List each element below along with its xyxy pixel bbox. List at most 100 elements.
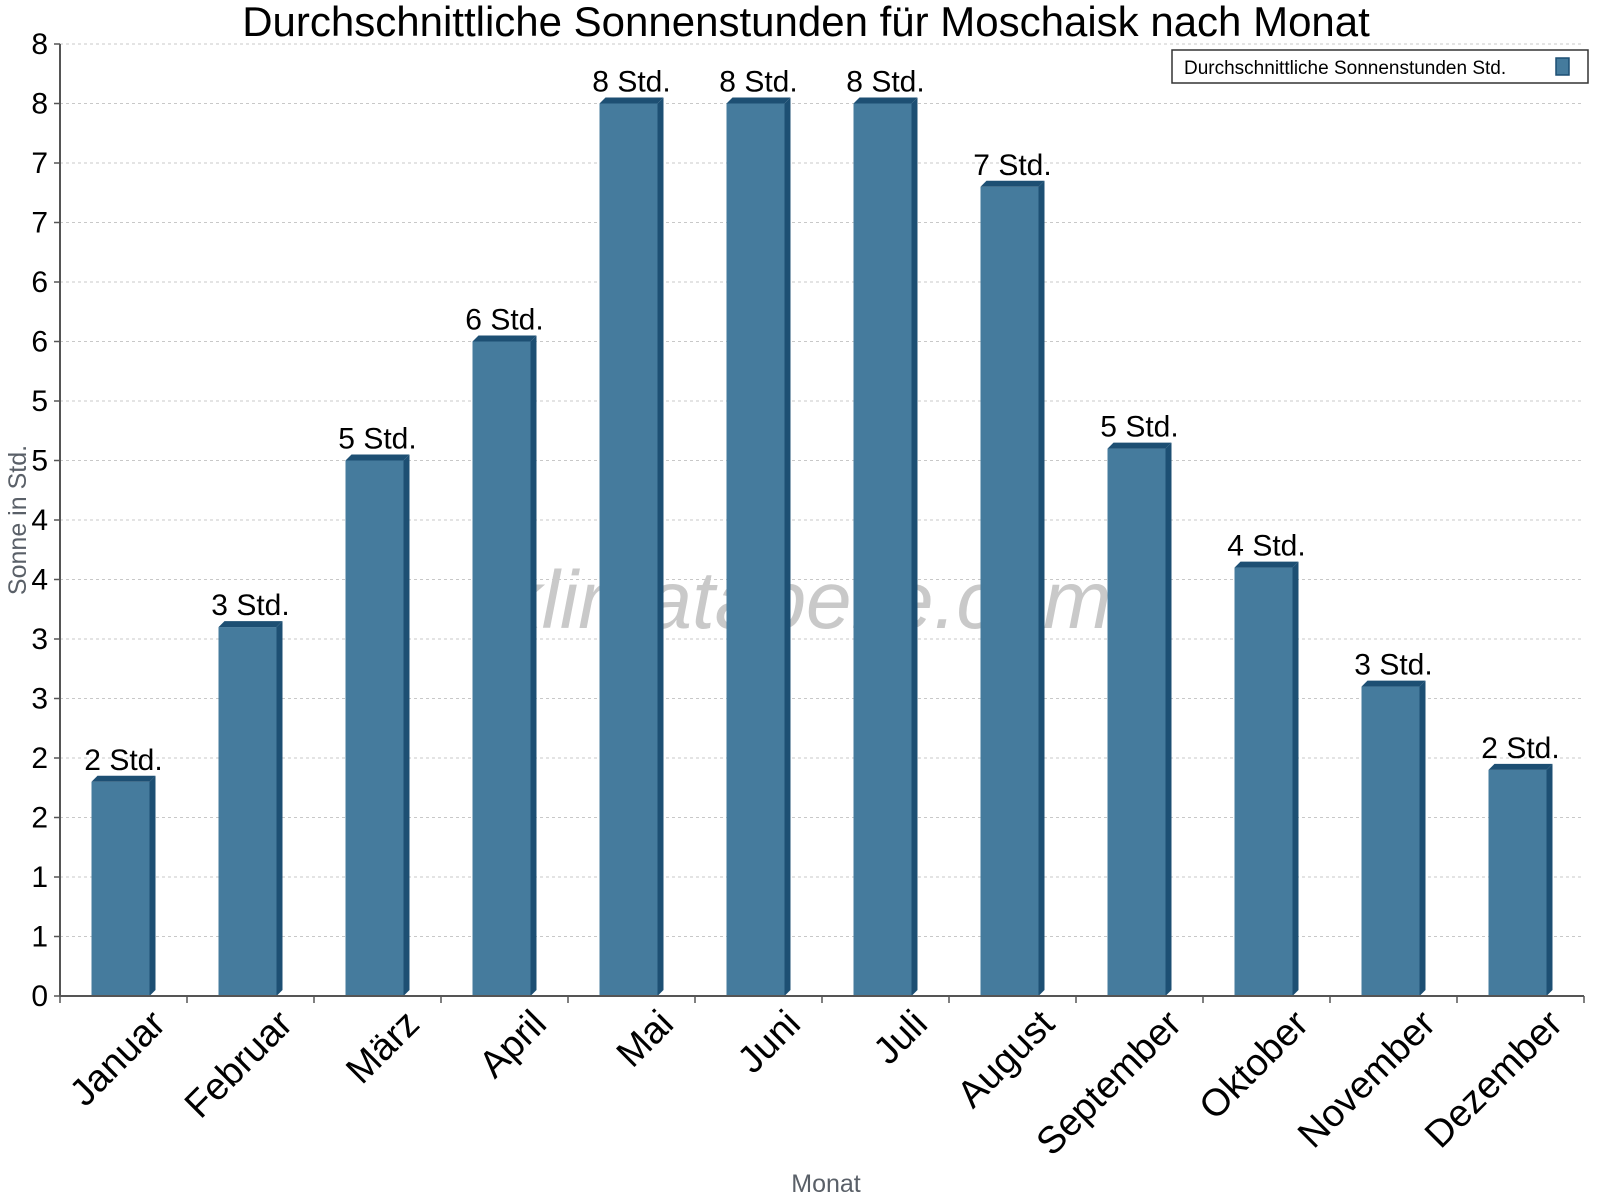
x-tick-label: November: [1290, 1002, 1444, 1156]
y-tick-label: 1: [31, 921, 48, 954]
bar-side: [784, 97, 791, 996]
bar-side: [1292, 561, 1299, 996]
y-tick-label: 1: [31, 861, 48, 894]
data-label: 2 Std.: [84, 744, 162, 777]
bars: [91, 97, 1553, 997]
bar-8: [980, 180, 1045, 997]
bar-top: [1107, 442, 1172, 449]
bar-side: [276, 621, 283, 996]
data-label: 6 Std.: [465, 304, 543, 337]
bar-5: [599, 97, 664, 996]
bar-face: [1107, 448, 1166, 997]
bar-side: [530, 335, 537, 996]
data-label: 8 Std.: [846, 66, 924, 99]
y-tick-label: 3: [31, 623, 48, 656]
y-tick-label: 5: [31, 385, 48, 418]
legend: Durchschnittliche Sonnenstunden Std.: [1171, 49, 1589, 84]
bar-face: [91, 781, 150, 996]
bar-top: [472, 335, 537, 342]
y-tick-label: 8: [31, 28, 48, 61]
data-label: 8 Std.: [592, 66, 670, 99]
y-tick-label: 4: [31, 564, 48, 597]
x-tick-label: April: [471, 1003, 554, 1086]
data-label: 3 Std.: [211, 589, 289, 622]
bar-side: [149, 775, 156, 996]
y-tick-label: 8: [31, 88, 48, 121]
y-tick-labels: 0 1 1 2 2 3 3 4 4 5 5 6 6 7 7 8 8: [31, 28, 60, 1013]
data-label: 3 Std.: [1354, 649, 1432, 682]
x-tick-label: Oktober: [1192, 1002, 1318, 1128]
y-tick-label: 4: [31, 504, 48, 537]
bar-face: [726, 103, 785, 996]
x-tick-label: März: [338, 1003, 427, 1092]
bar-face: [853, 103, 912, 996]
x-tick-label: Juli: [866, 1003, 936, 1073]
y-tick-label: 2: [31, 802, 48, 835]
y-tick-label: 2: [31, 742, 48, 775]
bar-7: [853, 97, 918, 996]
bar-top: [853, 97, 918, 104]
bar-face: [1488, 769, 1547, 996]
bar-top: [218, 621, 283, 628]
bar-face: [218, 627, 277, 996]
bar-face: [345, 460, 404, 996]
bar-top: [599, 97, 664, 104]
data-label: 5 Std.: [1100, 411, 1178, 444]
x-tick-label: Mai: [609, 1003, 682, 1076]
legend-label: Durchschnittliche Sonnenstunden Std.: [1184, 58, 1506, 79]
bar-10: [1234, 561, 1299, 996]
bar-side: [911, 97, 918, 996]
grid-lines: [60, 43, 1584, 937]
x-tick-label: Dezember: [1417, 1002, 1571, 1156]
bar-face: [980, 186, 1039, 997]
y-tick-label: 7: [31, 207, 48, 240]
y-tick-label: 3: [31, 683, 48, 716]
bar-2: [218, 621, 283, 996]
y-axis-title: Sonne in Std.: [4, 445, 32, 595]
bar-top: [1488, 763, 1553, 770]
bar-side: [403, 454, 410, 996]
x-tick-label: August: [950, 1002, 1064, 1116]
bar-top: [91, 775, 156, 782]
bar-top: [726, 97, 791, 104]
bar-face: [1361, 686, 1420, 996]
data-label: 7 Std.: [973, 149, 1051, 182]
y-tick-label: 7: [31, 147, 48, 180]
legend-swatch: [1555, 57, 1570, 76]
x-tick-label: Juni: [730, 1003, 809, 1082]
bar-top: [345, 454, 410, 461]
bar-top: [980, 180, 1045, 187]
bar-face: [472, 341, 531, 996]
y-tick-label: 5: [31, 445, 48, 478]
bar-11: [1361, 680, 1426, 996]
bar-top: [1234, 561, 1299, 568]
bar-12: [1488, 763, 1553, 996]
bar-9: [1107, 442, 1172, 997]
bar-side: [1546, 763, 1553, 996]
bar-side: [1038, 180, 1045, 997]
bar-side: [1165, 442, 1172, 997]
bar-4: [472, 335, 537, 996]
x-tick-label: Januar: [62, 1002, 174, 1114]
bar-face: [599, 103, 658, 996]
bar-face: [1234, 567, 1293, 996]
y-tick-label: 6: [31, 326, 48, 359]
data-label: 4 Std.: [1227, 530, 1305, 563]
bar-3: [345, 454, 410, 996]
data-label: 5 Std.: [338, 423, 416, 456]
x-tick-labels: Januar Februar März April Mai Juni Juli AugustS…: [62, 1002, 1571, 1163]
x-tick-label: Februar: [177, 1002, 301, 1126]
legend-box: [1171, 49, 1589, 84]
bar-top: [1361, 680, 1426, 687]
y-tick-label: 6: [31, 266, 48, 299]
data-label: 8 Std.: [719, 66, 797, 99]
bar-side: [657, 97, 664, 996]
data-labels: 2 Std. 3 Std. 5 Std. 6 Std. 8 Std. 8 Std. 8 St…: [84, 66, 1559, 777]
axes: [59, 44, 1585, 1003]
y-tick-label: 0: [31, 980, 48, 1013]
x-axis-title: Monat: [791, 1170, 861, 1198]
data-label: 2 Std.: [1481, 732, 1559, 765]
bar-1: [91, 775, 156, 996]
bar-side: [1419, 680, 1426, 996]
